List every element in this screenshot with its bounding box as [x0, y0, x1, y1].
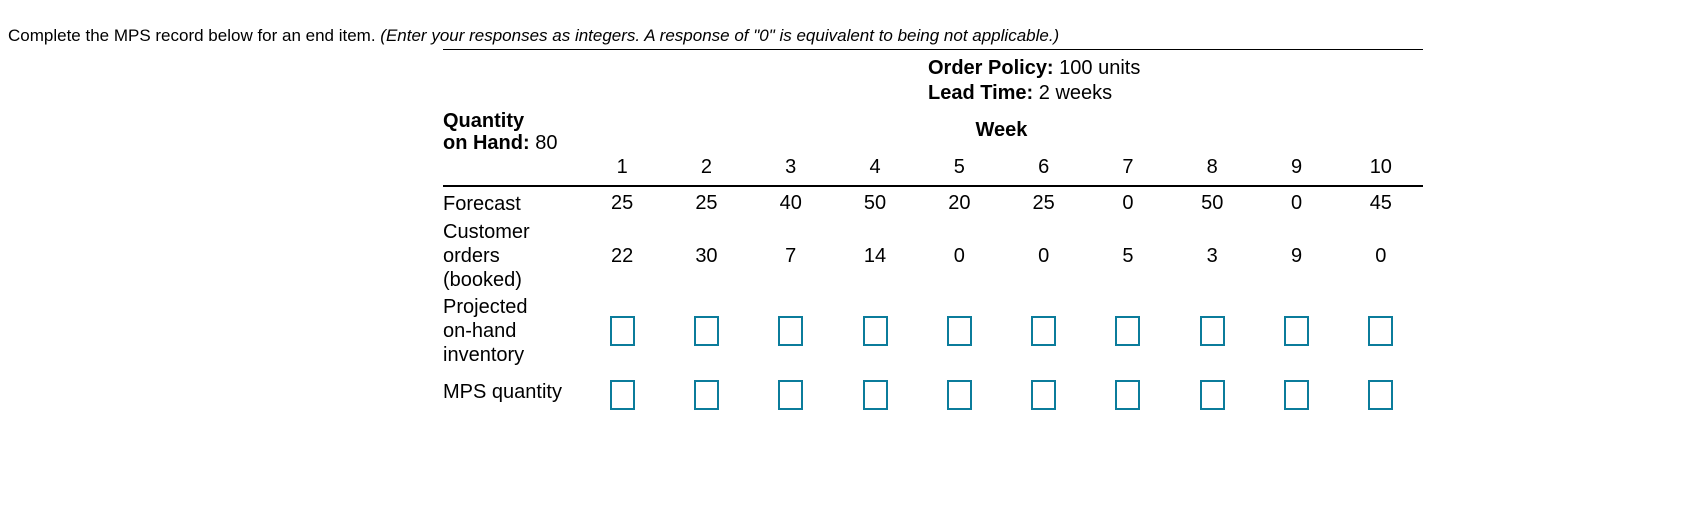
- projected-inventory-cell-w1: [580, 295, 664, 367]
- forecast-label: Forecast: [443, 193, 521, 215]
- mps-quantity-input-w5[interactable]: [946, 380, 972, 410]
- week-col-1: 1: [616, 156, 628, 178]
- forecast-w1: 25: [611, 192, 634, 214]
- mps-quantity-input-w8[interactable]: [1199, 380, 1225, 410]
- projected-inventory-input-w2[interactable]: [693, 316, 719, 346]
- mps-quantity-input-w3[interactable]: [778, 380, 804, 410]
- quantity-week-row: Quantity on Hand: 80 Week: [443, 107, 1423, 154]
- mps-quantity-cell-w1: [580, 373, 664, 417]
- week-col-4: 4: [869, 156, 881, 178]
- forecast-w3: 40: [779, 192, 802, 214]
- projected-inventory-input-w9[interactable]: [1284, 316, 1310, 346]
- quantity-on-hand-label: Quantity on Hand: 80: [443, 107, 580, 154]
- projected-inventory-input-w1[interactable]: [609, 316, 635, 346]
- mps-quantity-cell-w6: [1001, 373, 1085, 417]
- customer-orders-w9: 9: [1290, 244, 1303, 267]
- customer-orders-w10: 0: [1375, 244, 1387, 267]
- mps-quantity-cell-w7: [1086, 373, 1170, 417]
- projected-inventory-cell-w3: [749, 295, 833, 367]
- projected-inventory-cell-w5: [917, 295, 1001, 367]
- mps-quantity-cell-w10: [1339, 373, 1423, 417]
- customer-orders-w2: 30: [695, 244, 718, 267]
- forecast-w6: 25: [1032, 192, 1055, 214]
- mps-quantity-cell-w9: [1254, 373, 1338, 417]
- projected-inventory-input-w7[interactable]: [1115, 316, 1141, 346]
- projected-inventory-input-w3[interactable]: [778, 316, 804, 346]
- order-policy-label: Order Policy:: [928, 57, 1054, 79]
- forecast-w2: 25: [695, 192, 718, 214]
- projected-inventory-row: Projected on-hand inventory: [443, 292, 1423, 367]
- mps-quantity-input-w6[interactable]: [1031, 380, 1057, 410]
- customer-orders-w3: 7: [785, 244, 797, 267]
- projected-inventory-cell-w6: [1001, 295, 1085, 367]
- mps-quantity-input-w2[interactable]: [693, 380, 719, 410]
- forecast-w8: 50: [1201, 192, 1224, 214]
- customer-orders-w5: 0: [953, 244, 965, 267]
- week-col-2: 2: [700, 156, 712, 178]
- lead-time-label: Lead Time:: [928, 82, 1034, 104]
- mps-quantity-input-w7[interactable]: [1115, 380, 1141, 410]
- customer-orders-w6: 0: [1038, 244, 1050, 267]
- customer-orders-w1: 22: [611, 244, 634, 267]
- projected-inventory-cell-w2: [664, 295, 748, 367]
- order-policy-line: Order Policy: 100 units: [928, 56, 1423, 81]
- projected-inventory-input-w6[interactable]: [1031, 316, 1057, 346]
- projected-inventory-input-w8[interactable]: [1199, 316, 1225, 346]
- projected-inventory-cell-w4: [833, 295, 917, 367]
- forecast-w5: 20: [948, 192, 971, 214]
- projected-inventory-label: Projected on-hand inventory: [443, 296, 528, 366]
- customer-orders-w4: 14: [863, 244, 887, 267]
- projected-inventory-cell-w8: [1170, 295, 1254, 367]
- projected-inventory-input-w5[interactable]: [946, 316, 972, 346]
- mps-quantity-cell-w8: [1170, 373, 1254, 417]
- forecast-w4: 50: [863, 192, 887, 214]
- mps-quantity-cell-w4: [833, 373, 917, 417]
- forecast-w7: 0: [1122, 192, 1134, 214]
- mps-quantity-input-w10[interactable]: [1368, 380, 1394, 410]
- order-policy-value: 100 units: [1059, 57, 1141, 79]
- quantity-on-hand-line2: on Hand: 80: [443, 132, 558, 154]
- forecast-w9: 0: [1290, 192, 1303, 214]
- mps-quantity-row: MPS quantity: [443, 367, 1423, 417]
- quantity-on-hand-line1: Quantity: [443, 110, 525, 132]
- week-number-row: 1 2 3 4 5 6 7 8 9 10: [443, 151, 1423, 187]
- week-header: Week: [975, 119, 1028, 141]
- lead-time-line: Lead Time: 2 weeks: [928, 81, 1423, 106]
- instruction-note: (Enter your responses as integers. A res…: [380, 26, 1060, 45]
- mps-quantity-cell-w3: [749, 373, 833, 417]
- projected-inventory-input-w4[interactable]: [862, 316, 888, 346]
- week-col-7: 7: [1122, 156, 1134, 178]
- customer-orders-w8: 3: [1206, 244, 1218, 267]
- customer-orders-w7: 5: [1122, 244, 1134, 267]
- mps-quantity-cell-w2: [664, 373, 748, 417]
- instruction-main: Complete the MPS record below for an end…: [8, 26, 381, 45]
- week-col-10: 10: [1369, 156, 1392, 178]
- mps-quantity-cell-w5: [917, 373, 1001, 417]
- mps-quantity-input-w9[interactable]: [1284, 380, 1310, 410]
- order-info-block: Order Policy: 100 units Lead Time: 2 wee…: [443, 50, 1423, 107]
- mps-quantity-input-w4[interactable]: [862, 380, 888, 410]
- projected-inventory-cell-w7: [1086, 295, 1170, 367]
- week-col-6: 6: [1038, 156, 1050, 178]
- lead-time-value: 2 weeks: [1038, 82, 1113, 104]
- customer-orders-row: Customer orders (booked) 22 30 7 14 0 0 …: [443, 216, 1423, 292]
- mps-quantity-input-w1[interactable]: [609, 380, 635, 410]
- customer-orders-label: Customer orders (booked): [443, 221, 530, 291]
- week-col-3: 3: [785, 156, 797, 178]
- forecast-row: Forecast 25 25 40 50 20 25 0 50 0 45: [443, 187, 1423, 216]
- projected-inventory-cell-w9: [1254, 295, 1338, 367]
- instruction-text: Complete the MPS record below for an end…: [8, 25, 1059, 46]
- mps-quantity-label: MPS quantity: [443, 381, 562, 403]
- forecast-w10: 45: [1369, 192, 1392, 214]
- quantity-on-hand-value: 80: [535, 132, 558, 154]
- projected-inventory-cell-w10: [1339, 295, 1423, 367]
- projected-inventory-input-w10[interactable]: [1368, 316, 1394, 346]
- week-col-9: 9: [1290, 156, 1303, 178]
- week-col-5: 5: [953, 156, 965, 178]
- week-col-8: 8: [1206, 156, 1218, 178]
- mps-record-table: Order Policy: 100 units Lead Time: 2 wee…: [443, 49, 1423, 417]
